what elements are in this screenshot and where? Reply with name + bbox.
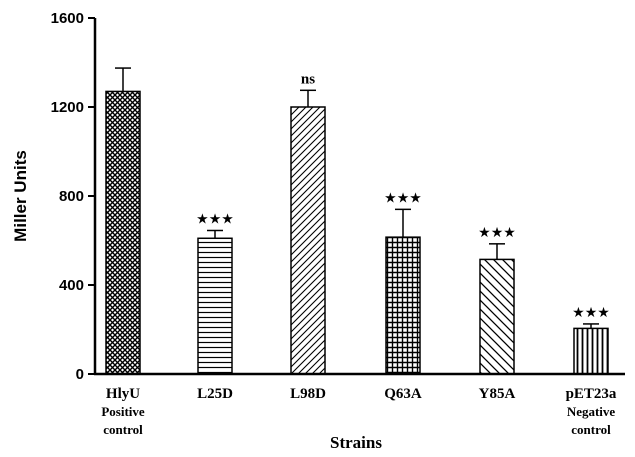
x-tick-sublabel: control [571, 422, 611, 437]
bar-L25D [197, 237, 233, 375]
x-tick-label: L98D [290, 386, 326, 402]
x-axis-label: Strains [330, 433, 382, 452]
significance-label: ns [301, 71, 315, 87]
bar-Q63A [385, 236, 421, 375]
x-tick-sublabel: Negative [567, 404, 616, 419]
x-tick-label: Q63A [384, 386, 422, 402]
bar-L98D [290, 106, 326, 375]
bar-Y85A [479, 258, 515, 375]
y-tick-label: 0 [76, 366, 84, 383]
x-tick-label: HlyU [106, 386, 140, 402]
x-tick-sublabel: Positive [101, 404, 145, 419]
x-tick-label: L25D [197, 386, 233, 402]
x-tick-sublabel: control [103, 422, 143, 437]
y-tick-label: 800 [59, 188, 84, 205]
x-tick-label: pET23a [566, 386, 617, 402]
significance-label: ★★★ [196, 211, 234, 227]
y-axis-label: Miller Units [11, 150, 30, 242]
significance-label: ★★★ [384, 190, 422, 206]
x-tick-label: Y85A [479, 386, 516, 402]
significance-label: ★★★ [572, 305, 610, 321]
significance-label: ★★★ [478, 225, 516, 241]
y-tick-label: 1200 [51, 99, 84, 116]
y-tick-label: 400 [59, 277, 84, 294]
y-tick-label: 1600 [51, 10, 84, 27]
bar-pET23a [573, 327, 609, 375]
bar-HlyU [105, 90, 141, 375]
